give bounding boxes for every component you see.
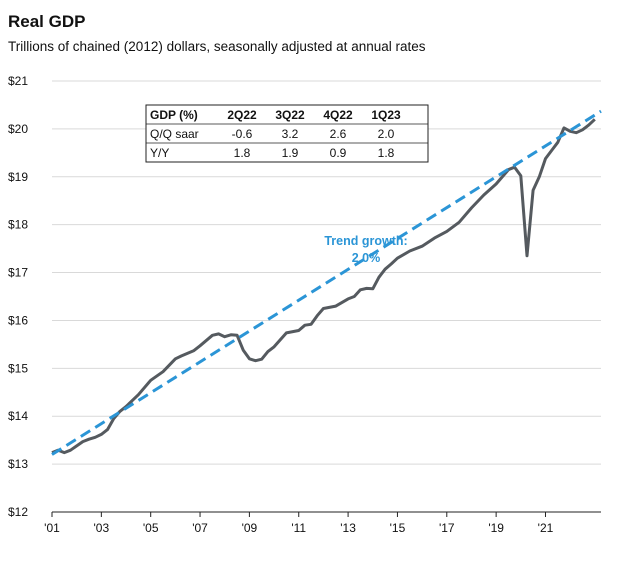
y-tick-label: $13 [8,457,28,471]
y-tick-label: $15 [8,361,28,375]
table-header-cell: 1Q23 [371,108,401,122]
x-tick-label: '21 [538,521,554,535]
y-tick-label: $18 [8,218,28,232]
chart-title: Real GDP [8,12,86,31]
y-tick-label: $17 [8,266,28,280]
table-cell: 1.8 [234,146,251,160]
x-tick-label: '01 [44,521,60,535]
x-tick-label: '15 [390,521,406,535]
y-tick-label: $16 [8,313,28,327]
x-tick-label: '03 [94,521,110,535]
table-header-cell: 4Q22 [323,108,353,122]
table-row-label: Y/Y [150,146,169,160]
x-tick-label: '13 [340,521,356,535]
table-cell: 1.9 [282,146,299,160]
table-cell: 1.8 [378,146,395,160]
table-header-cell: GDP (%) [150,108,198,122]
real-gdp-line [51,118,596,455]
y-tick-label: $20 [8,122,28,136]
trend-line [51,109,602,456]
table-header-cell: 2Q22 [227,108,257,122]
table-cell: 3.2 [282,127,299,141]
gdp-table [145,104,429,163]
y-tick-label: $14 [8,409,28,423]
chart-subtitle: Trillions of chained (2012) dollars, sea… [8,39,426,54]
x-tick-label: '11 [291,521,306,535]
y-tick-label: $12 [8,505,28,519]
x-tick-label: '05 [143,521,159,535]
table-cell: 2.6 [330,127,347,141]
y-tick-label: $19 [8,170,28,184]
table-cell: 2.0 [378,127,395,141]
table-row-label: Q/Q saar [150,127,199,141]
x-tick-label: '09 [242,521,258,535]
table-cell: 0.9 [330,146,347,160]
x-tick-label: '19 [488,521,504,535]
table-cell: -0.6 [232,127,253,141]
table-header-cell: 3Q22 [275,108,305,122]
y-tick-label: $21 [8,74,28,88]
x-tick-label: '07 [192,521,208,535]
trend-annotation-line2: 2.0% [352,251,381,265]
trend-annotation-line1: Trend growth: [324,234,407,248]
x-tick-label: '17 [439,521,455,535]
